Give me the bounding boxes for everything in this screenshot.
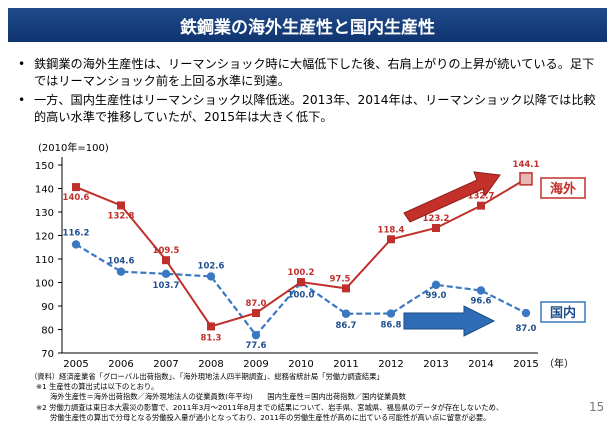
data-point-domestic: [386, 309, 396, 318]
data-point-overseas: [297, 278, 305, 287]
y-tick-label: 140: [35, 185, 54, 196]
x-tick-label: 2006: [108, 359, 133, 370]
legend-label-domestic: 国内: [550, 305, 576, 321]
data-label-domestic: 103.7: [153, 281, 180, 291]
x-tick-label: 2012: [378, 359, 403, 370]
bullet-item: 一方、国内生産性はリーマンショック以降低迷。2013年、2014年は、リーマンシ…: [16, 92, 606, 126]
domestic-down-arrow: [403, 305, 496, 337]
x-tick-label: 2014: [468, 359, 493, 370]
data-point-overseas: [432, 223, 440, 232]
footnote-2: ※2 労働力調査は東日本大震災の影響で、2011年3月〜2011年8月までの結果…: [36, 402, 504, 412]
bullet-list: 鉄鋼業の海外生産性は、リーマンショック時に大幅低下した後、右肩上がりの上昇が続い…: [16, 56, 606, 128]
data-label-domestic: 96.6: [471, 296, 492, 306]
footnote-1-formula: 海外生産性＝海外出荷指数／海外現地法人の従業員数(年平均) 国内生産性＝国内出荷…: [50, 392, 406, 402]
x-axis-title: （年）: [544, 357, 574, 370]
data-point-domestic: [206, 272, 216, 281]
data-point-overseas: [342, 284, 350, 293]
x-tick-label: 2015: [513, 359, 538, 370]
data-label-overseas: 144.1: [513, 160, 540, 170]
x-tick-label: 2010: [288, 359, 313, 370]
data-label-overseas: 87.0: [246, 299, 267, 309]
data-label-domestic: 100.0: [288, 291, 315, 301]
y-tick-label: 80: [41, 326, 54, 337]
data-point-domestic: [521, 308, 531, 318]
y-tick-label: 110: [35, 255, 54, 266]
x-tick-label: 2008: [198, 359, 223, 370]
data-label-domestic: 116.2: [63, 228, 90, 238]
y-tick-label: 100: [35, 279, 54, 290]
footnotes: （資料）経済産業省「グローバル出荷指数」、「海外現地法人四半期調査」、総務省統計…: [30, 372, 590, 423]
data-point-domestic: [476, 286, 486, 295]
data-label-overseas: 97.5: [330, 274, 351, 284]
x-tick-label: 2011: [333, 359, 358, 370]
data-label-overseas: 140.6: [63, 193, 90, 203]
x-tick-label: 2007: [153, 359, 178, 370]
data-point-overseas: [477, 201, 485, 210]
y-axis-title: (2010年=100): [38, 141, 109, 154]
y-tick-label: 90: [41, 302, 54, 313]
data-label-overseas: 118.4: [378, 225, 405, 235]
series-line-overseas: [75, 178, 527, 328]
data-point-overseas: [387, 235, 395, 244]
data-point-overseas: [207, 322, 215, 331]
data-label-domestic: 104.6: [108, 257, 135, 267]
data-label-domestic: 77.6: [246, 341, 267, 351]
y-tick-label: 150: [35, 161, 54, 172]
data-point-domestic: [341, 309, 351, 318]
overseas-up-arrow: [403, 171, 501, 223]
x-tick-label: 2013: [423, 359, 448, 370]
y-tick-label: 130: [35, 208, 54, 219]
bullet-item: 鉄鋼業の海外生産性は、リーマンショック時に大幅低下した後、右肩上がりの上昇が続い…: [16, 56, 606, 90]
series-line-domestic: [75, 243, 527, 337]
y-tick-label: 70: [41, 349, 54, 360]
data-point-domestic: [116, 267, 126, 276]
data-point-overseas: [519, 172, 533, 186]
y-tick-label: 120: [35, 232, 54, 243]
legend-label-overseas: 海外: [550, 181, 576, 197]
data-point-overseas: [72, 183, 80, 192]
data-label-overseas: 132.7: [468, 192, 495, 202]
legend-box-domestic: [540, 301, 586, 323]
data-point-domestic: [431, 280, 441, 290]
footnote-2-cont: 労働生産性の算出で分母となる労働投入量が過小となっており、2011年の労働生産性…: [50, 412, 491, 422]
data-label-domestic: 99.0: [426, 291, 447, 301]
data-point-overseas: [252, 309, 260, 318]
footnote-source: （資料）経済産業省「グローバル出荷指数」、「海外現地法人四半期調査」、総務省統計…: [30, 372, 384, 381]
legend-box-overseas: [540, 177, 586, 199]
slide-title: 鉄鋼業の海外生産性と国内生産性: [8, 8, 607, 42]
data-label-domestic: 102.6: [198, 261, 225, 271]
data-label-domestic: 86.7: [336, 321, 357, 331]
data-point-domestic: [161, 269, 171, 279]
data-label-overseas: 100.2: [288, 268, 315, 278]
data-label-domestic: 87.0: [516, 324, 537, 334]
data-label-domestic: 86.8: [381, 321, 402, 331]
data-point-overseas: [162, 256, 170, 265]
data-label-overseas: 123.2: [423, 214, 450, 224]
data-label-overseas: 132.8: [108, 211, 135, 221]
data-point-domestic: [251, 330, 261, 340]
page-number: 15: [589, 400, 605, 414]
data-point-domestic: [71, 240, 81, 249]
data-label-overseas: 81.3: [201, 333, 222, 343]
footnote-1: ※1 生産性の算出式は以下のとおり。: [36, 382, 159, 392]
data-label-overseas: 109.5: [153, 246, 180, 256]
x-tick-label: 2009: [243, 359, 268, 370]
data-point-overseas: [117, 201, 125, 210]
x-tick-label: 2005: [63, 359, 88, 370]
